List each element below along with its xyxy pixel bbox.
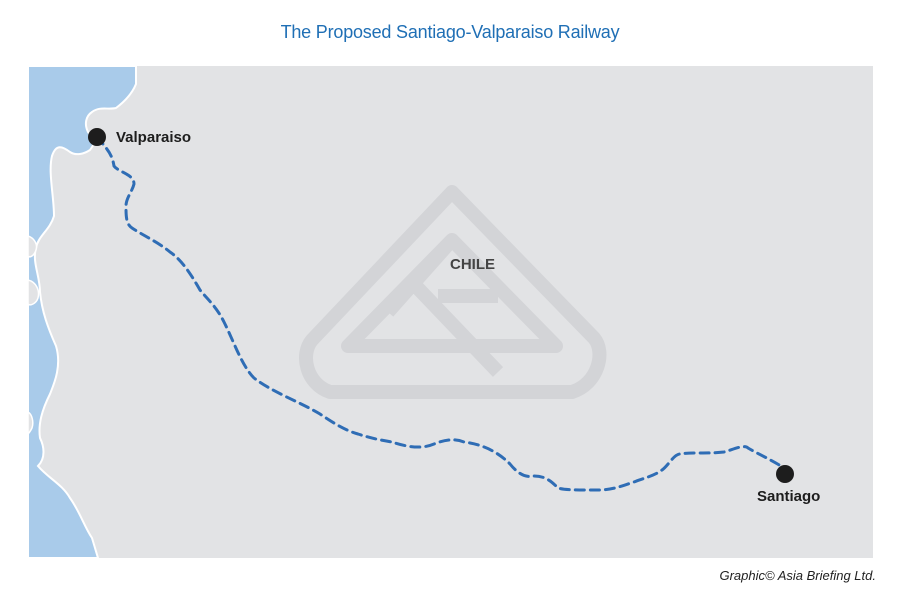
valparaiso-label: Valparaiso [116, 129, 191, 146]
coastal-island [28, 411, 34, 436]
santiago-marker [776, 465, 794, 483]
coastal-island [28, 279, 40, 306]
country-label: CHILE [450, 256, 495, 273]
map-title: The Proposed Santiago-Valparaiso Railway [280, 22, 620, 42]
map-canvas: Valparaiso Santiago CHILE [28, 66, 873, 558]
graphic-credit: Graphic© Asia Briefing Ltd. [719, 568, 876, 583]
pacific-ocean [28, 66, 137, 558]
valparaiso-marker [88, 128, 106, 146]
coastal-island [28, 235, 38, 258]
map-svg: Valparaiso Santiago CHILE [28, 66, 820, 558]
railway-route [95, 135, 786, 492]
watermark-logo [299, 185, 607, 399]
santiago-label: Santiago [757, 488, 820, 505]
